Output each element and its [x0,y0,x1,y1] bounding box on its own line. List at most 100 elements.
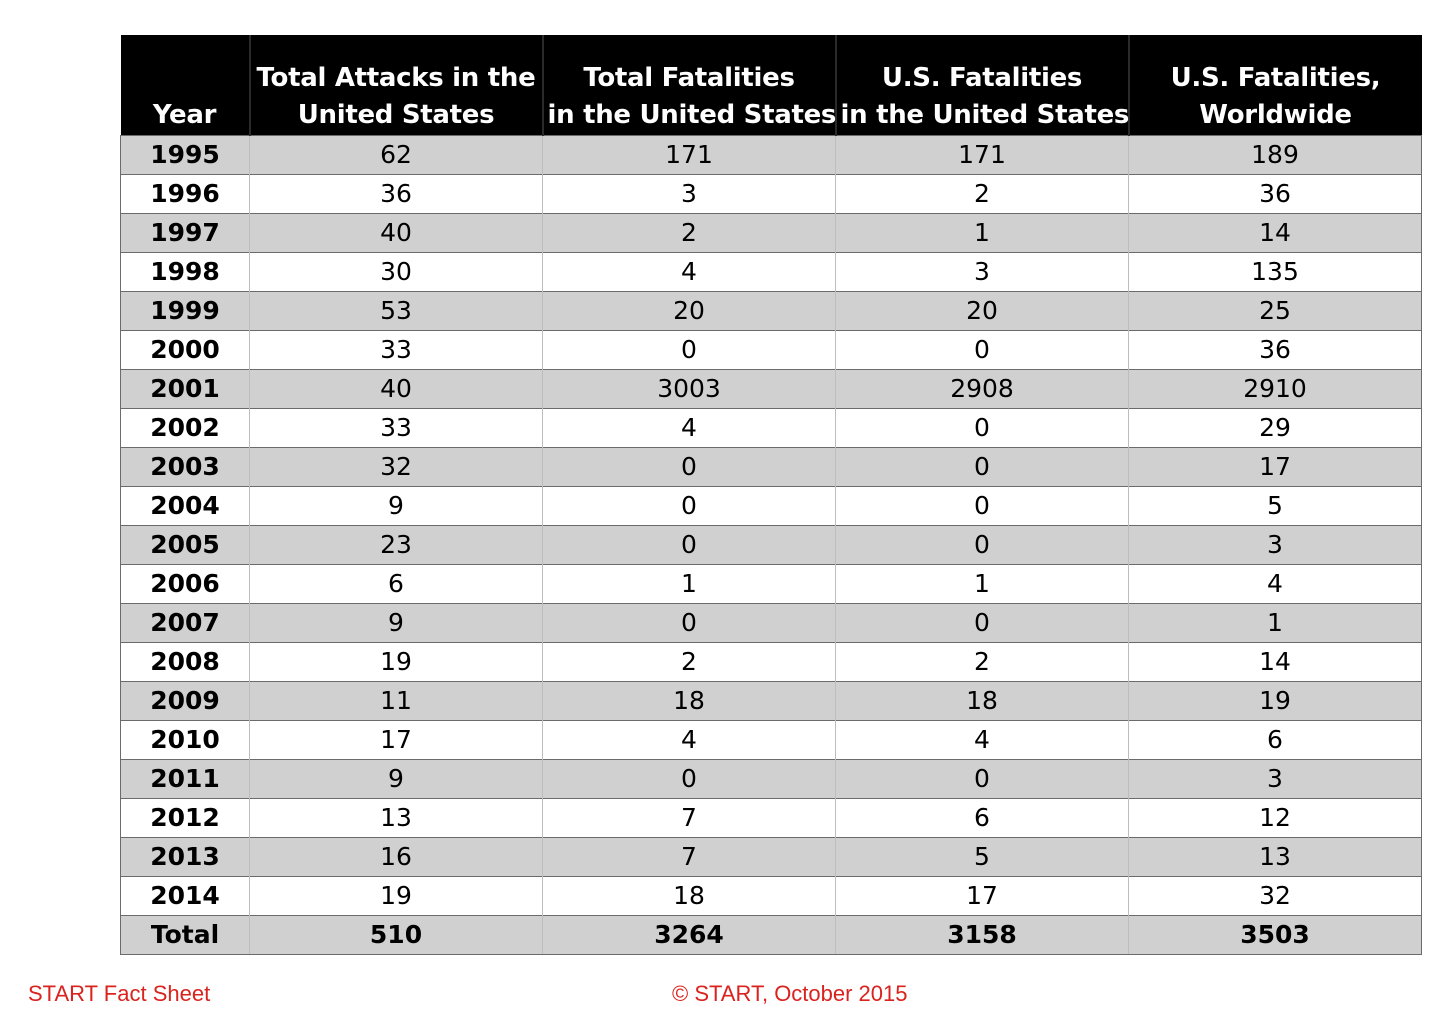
year-cell: 2006 [120,563,250,603]
year-cell: 2014 [120,875,250,915]
total-fatalities-cell: 0 [542,329,836,369]
total-us-fatalities-us-cell: 3158 [835,914,1129,955]
footer-copyright: © START, October 2015 [672,981,908,1006]
us-fatalities-us-cell: 0 [835,485,1129,525]
us-fatalities-worldwide-cell: 4 [1128,563,1422,603]
total-fatalities-cell: 2 [542,212,836,252]
year-cell: 2000 [120,329,250,369]
us-fatalities-us-cell: 2908 [835,368,1129,408]
table-row: 1995 62 171 171 189 [120,134,1422,174]
us-fatalities-worldwide-cell: 36 [1128,329,1422,369]
us-fatalities-worldwide-cell: 1 [1128,602,1422,642]
table-row: 2002 33 4 0 29 [120,407,1422,447]
year-cell: 2012 [120,797,250,837]
us-fatalities-worldwide-cell: 14 [1128,212,1422,252]
total-fatalities-cell: 18 [542,875,836,915]
total-attacks-cell: 40 [249,212,543,252]
total-attacks-cell: 36 [249,173,543,213]
year-cell: 2010 [120,719,250,759]
us-fatalities-worldwide-cell: 6 [1128,719,1422,759]
table-row: 1999 53 20 20 25 [120,290,1422,330]
us-fatalities-worldwide-cell: 17 [1128,446,1422,486]
header-us-fatalities-worldwide-line-1: U.S. Fatalities, [1170,62,1381,93]
total-attacks-cell: 16 [249,836,543,876]
year-cell: 2009 [120,680,250,720]
header-total-attacks-us-line-1: Total Attacks in the [256,62,536,93]
total-row: Total 510 3264 3158 3503 [120,914,1422,955]
us-fatalities-worldwide-cell: 3 [1128,524,1422,564]
table-row: 2007 9 0 0 1 [120,602,1422,642]
us-fatalities-worldwide-cell: 19 [1128,680,1422,720]
table-row: 2013 16 7 5 13 [120,836,1422,876]
total-attacks-cell: 23 [249,524,543,564]
total-attacks-cell: 53 [249,290,543,330]
total-attacks-cell: 40 [249,368,543,408]
total-fatalities-cell: 4 [542,251,836,291]
table-row: 2014 19 18 17 32 [120,875,1422,915]
us-fatalities-worldwide-cell: 29 [1128,407,1422,447]
header-year-line-1: Year [152,99,217,130]
us-fatalities-worldwide-cell: 14 [1128,641,1422,681]
header-row: Year Total Attacks in the United States … [120,35,1422,135]
us-fatalities-worldwide-cell: 135 [1128,251,1422,291]
us-fatalities-us-cell: 4 [835,719,1129,759]
header-us-fatalities-worldwide: U.S. Fatalities, Worldwide [1127,35,1422,135]
us-fatalities-worldwide-cell: 12 [1128,797,1422,837]
header-us-fatalities-worldwide-line-2: Worldwide [1199,99,1352,130]
total-attacks-cell: 32 [249,446,543,486]
header-total-fatalities-us: Total Fatalities in the United States [541,35,836,135]
table-row: 2003 32 0 0 17 [120,446,1422,486]
total-fatalities-cell: 18 [542,680,836,720]
table-row: 2010 17 4 4 6 [120,719,1422,759]
total-attacks-cell: 11 [249,680,543,720]
year-cell: 2004 [120,485,250,525]
total-attacks-cell: 6 [249,563,543,603]
us-fatalities-worldwide-cell: 25 [1128,290,1422,330]
fatalities-table: Year Total Attacks in the United States … [120,35,1422,955]
total-fatalities-cell: 1 [542,563,836,603]
us-fatalities-us-cell: 2 [835,173,1129,213]
header-total-fatalities-us-line-1: Total Fatalities [583,62,795,93]
total-attacks-cell: 9 [249,485,543,525]
total-total-fatalities-cell: 3264 [542,914,836,955]
total-fatalities-cell: 4 [542,719,836,759]
us-fatalities-us-cell: 6 [835,797,1129,837]
year-cell: 1998 [120,251,250,291]
total-attacks-cell: 17 [249,719,543,759]
total-fatalities-cell: 0 [542,758,836,798]
us-fatalities-us-cell: 0 [835,407,1129,447]
year-cell: 2001 [120,368,250,408]
year-cell: 2003 [120,446,250,486]
table-row: 2008 19 2 2 14 [120,641,1422,681]
header-us-fatalities-us: U.S. Fatalities in the United States [834,35,1129,135]
year-cell: 1995 [120,134,250,174]
total-attacks-cell: 33 [249,329,543,369]
total-attacks-cell: 19 [249,875,543,915]
header-total-attacks-us-line-2: United States [297,99,495,130]
us-fatalities-us-cell: 20 [835,290,1129,330]
total-fatalities-cell: 0 [542,602,836,642]
table-row: 2005 23 0 0 3 [120,524,1422,564]
total-fatalities-cell: 4 [542,407,836,447]
us-fatalities-us-cell: 3 [835,251,1129,291]
year-cell: 1999 [120,290,250,330]
us-fatalities-us-cell: 2 [835,641,1129,681]
table-body: 1995 62 171 171 189 1996 36 3 2 36 1997 40 2 1 14 1998 3… [120,134,1422,955]
table-row: 2004 9 0 0 5 [120,485,1422,525]
total-fatalities-cell: 171 [542,134,836,174]
header-year: Year [120,35,250,135]
table-row: 2011 9 0 0 3 [120,758,1422,798]
us-fatalities-us-cell: 1 [835,212,1129,252]
table-header: Year Total Attacks in the United States … [120,35,1422,135]
year-cell: 2011 [120,758,250,798]
us-fatalities-worldwide-cell: 36 [1128,173,1422,213]
year-cell: 2002 [120,407,250,447]
table-row: 1997 40 2 1 14 [120,212,1422,252]
us-fatalities-us-cell: 0 [835,602,1129,642]
table-row: 1998 30 4 3 135 [120,251,1422,291]
total-attacks-cell: 30 [249,251,543,291]
table-row: 2000 33 0 0 36 [120,329,1422,369]
total-fatalities-cell: 7 [542,797,836,837]
us-fatalities-us-cell: 17 [835,875,1129,915]
us-fatalities-us-cell: 0 [835,329,1129,369]
